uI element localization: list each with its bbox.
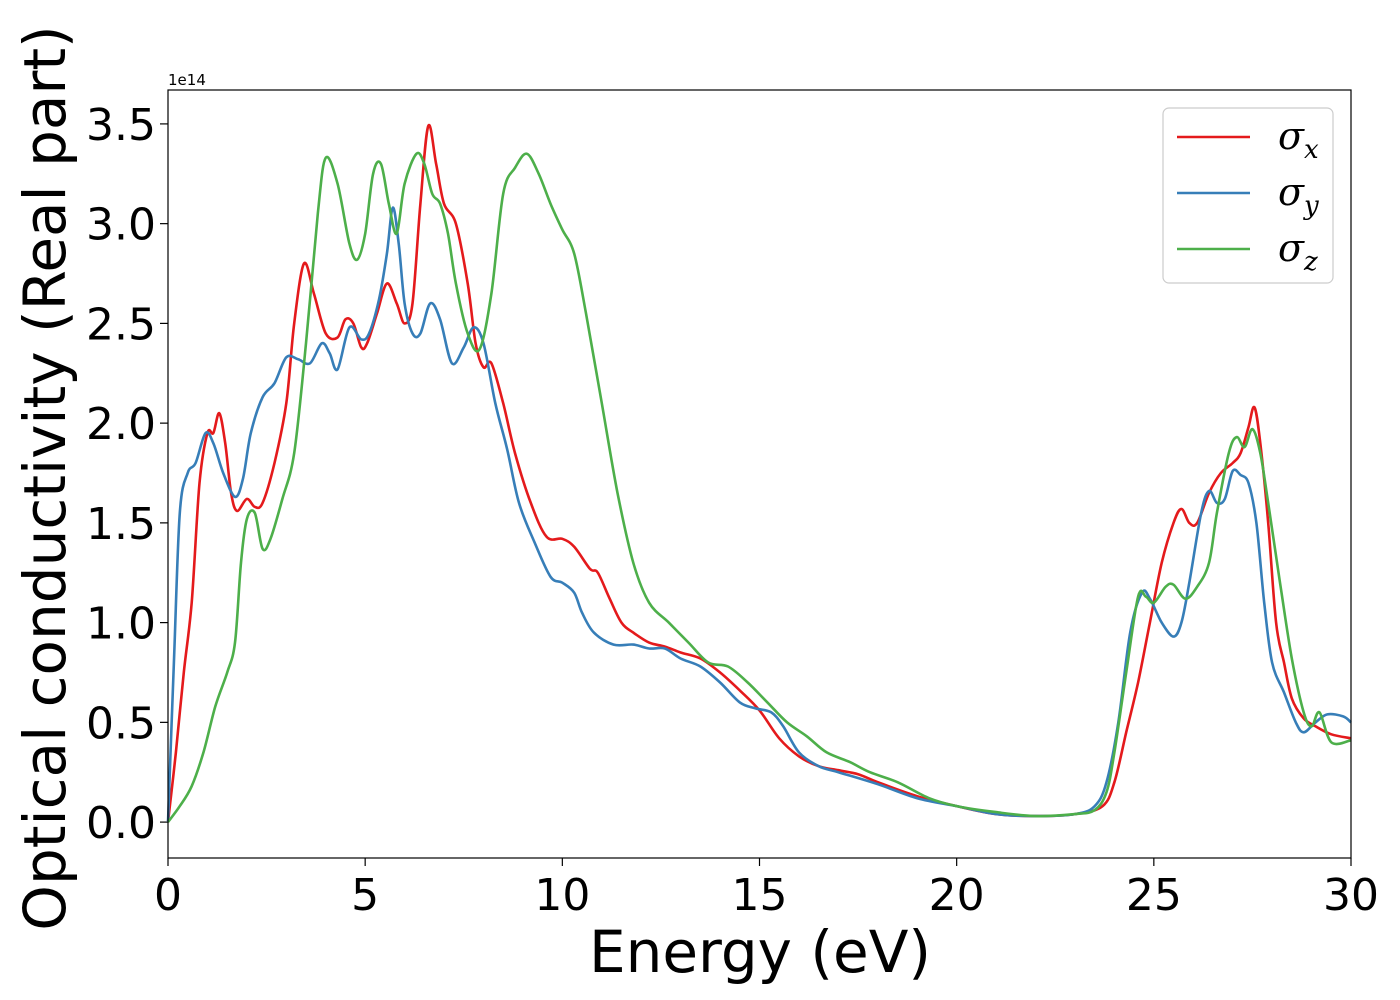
series-line-sigma-y bbox=[166, 206, 1352, 823]
y-tick-label: 2.5 bbox=[86, 299, 156, 350]
series-line-sigma-z bbox=[166, 151, 1352, 823]
legend-label-sigma-y: σy bbox=[1278, 170, 1319, 221]
y-tick-label: 2.0 bbox=[86, 399, 156, 450]
y-tick-label: 3.0 bbox=[86, 200, 156, 251]
x-tick-label: 30 bbox=[1323, 870, 1379, 921]
legend-box bbox=[1162, 107, 1334, 284]
legend-label-sigma-z: σz bbox=[1278, 226, 1318, 277]
x-tick-label: 0 bbox=[154, 870, 182, 921]
x-tick-label: 20 bbox=[929, 870, 985, 921]
x-tick-label: 15 bbox=[732, 870, 788, 921]
y-offset-label: 1e14 bbox=[168, 71, 206, 89]
x-tick-label: 5 bbox=[351, 870, 379, 921]
y-tick-label: 1.0 bbox=[86, 599, 156, 650]
series-line-sigma-x bbox=[166, 123, 1352, 823]
y-tick-label: 1.5 bbox=[86, 499, 156, 550]
y-axis-label: Optical conductivity (Real part) bbox=[11, 25, 79, 930]
x-tick-label: 25 bbox=[1126, 870, 1182, 921]
legend-label-sigma-x: σx bbox=[1278, 114, 1319, 165]
x-tick-label: 10 bbox=[534, 870, 590, 921]
plot-frame bbox=[167, 89, 1352, 859]
x-axis-label: Energy (eV) bbox=[589, 918, 931, 986]
x-axis-ticks: 0 5 10 15 20 25 30 bbox=[154, 858, 1379, 921]
y-axis-ticks: 0.0 0.5 1.0 1.5 2.0 2.5 3.0 3.5 bbox=[86, 100, 168, 849]
y-tick-label: 3.5 bbox=[86, 100, 156, 151]
plot-series bbox=[166, 123, 1352, 823]
y-tick-label: 0.0 bbox=[86, 798, 156, 849]
y-tick-label: 0.5 bbox=[86, 698, 156, 749]
